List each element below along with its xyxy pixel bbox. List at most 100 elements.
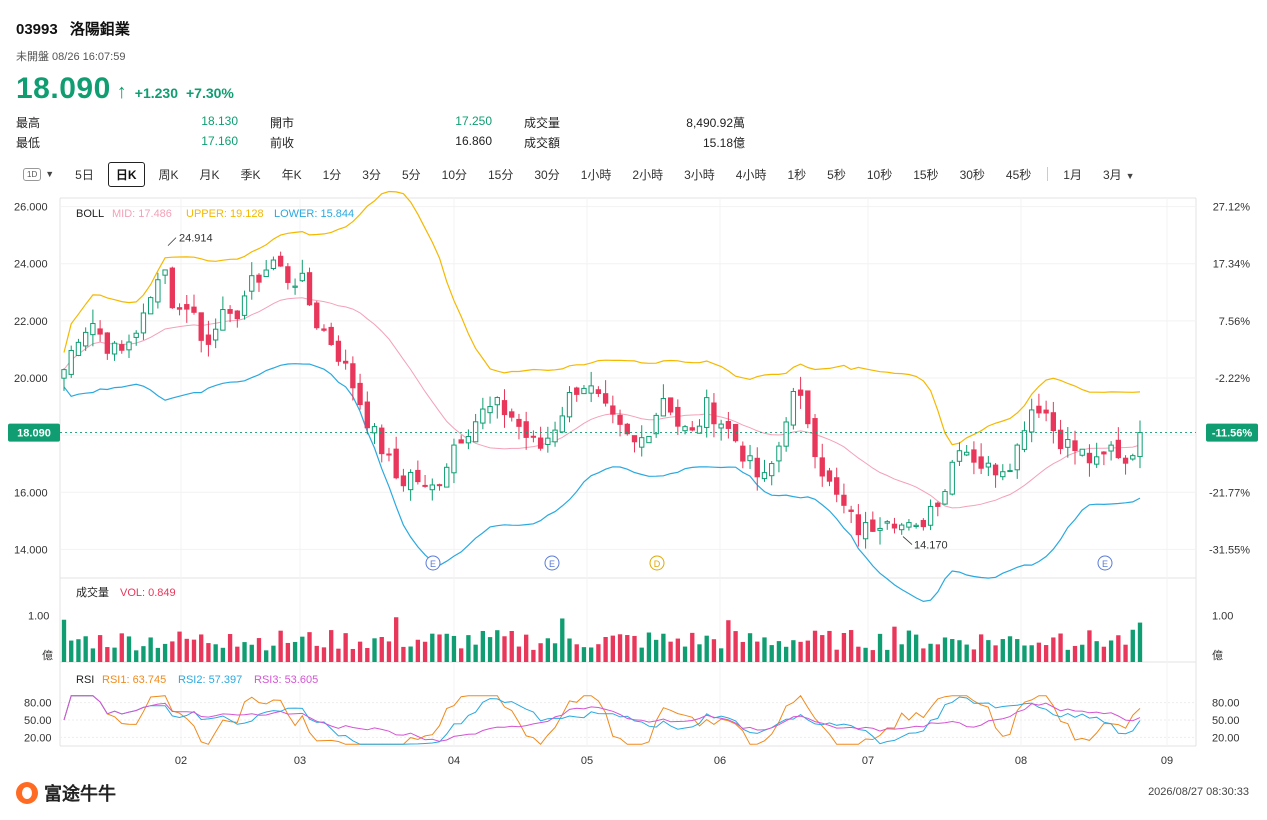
volume-bar <box>278 630 283 662</box>
candle <box>790 387 797 430</box>
candle-body <box>1086 452 1093 464</box>
tab-period-5[interactable]: 年K <box>281 167 302 182</box>
candle-body <box>826 470 833 482</box>
tab-period-0[interactable]: 5日 <box>75 167 94 182</box>
volume-bar <box>199 634 204 662</box>
volume-bar <box>249 644 254 662</box>
candle <box>176 303 183 316</box>
candle <box>494 396 500 419</box>
candle <box>1050 401 1057 444</box>
candle <box>169 266 175 309</box>
stat-prevclose-label: 前收 <box>270 136 295 150</box>
candle <box>675 399 681 435</box>
volume-bar <box>264 650 269 662</box>
candle <box>386 447 392 462</box>
candle-body <box>292 285 298 288</box>
tab-period-3[interactable]: 月K <box>199 167 220 182</box>
candle <box>314 300 320 330</box>
tab-period-16[interactable]: 1秒 <box>787 167 807 182</box>
volume-bar <box>574 644 579 662</box>
boll-lower-line <box>63 363 1141 603</box>
candle-body <box>119 344 125 351</box>
candle <box>1072 430 1078 465</box>
candle-body <box>191 306 197 313</box>
period-selector[interactable]: 1D ▼ <box>16 165 61 184</box>
candle <box>227 305 233 323</box>
tab-period-7[interactable]: 3分 <box>362 167 381 182</box>
candle-body <box>220 309 226 331</box>
candle-body <box>270 259 277 270</box>
tab-period-18[interactable]: 10秒 <box>866 167 893 182</box>
tab-period-13[interactable]: 2小時 <box>632 167 664 182</box>
tab-period-21[interactable]: 45秒 <box>1005 167 1032 182</box>
candle-body <box>588 385 594 394</box>
candle <box>379 424 385 463</box>
candle <box>646 435 652 444</box>
candle <box>1043 400 1049 422</box>
tab-range-1[interactable]: 3月 ▼ <box>1102 167 1135 182</box>
candle <box>249 262 255 300</box>
candle <box>1130 453 1136 461</box>
tab-period-8[interactable]: 5分 <box>401 167 421 182</box>
candle <box>104 332 110 360</box>
tab-period-1[interactable]: 日K <box>107 161 145 187</box>
tab-period-11[interactable]: 30分 <box>534 167 560 182</box>
candle <box>537 426 544 451</box>
candle-body <box>797 389 804 396</box>
volume-bar <box>314 645 319 662</box>
volume-bar <box>459 648 464 662</box>
candle-body <box>639 437 645 448</box>
candle-body <box>393 448 399 479</box>
stat-turnover-value: 15.18億 <box>702 136 745 150</box>
volume-bar <box>372 638 377 662</box>
stat-low-label: 最低 <box>16 136 41 150</box>
tab-period-4[interactable]: 季K <box>240 167 261 182</box>
x-tick-label: 09 <box>1161 755 1173 767</box>
candle <box>848 505 854 524</box>
volume-bar <box>451 635 457 662</box>
candle-body <box>111 342 118 355</box>
candle-body <box>689 427 695 431</box>
candle-body <box>920 520 927 528</box>
tab-range-0[interactable]: 1月 <box>1063 167 1082 182</box>
volume-bar <box>321 647 327 662</box>
timestamp: 2026/08/27 08:30:33 <box>1148 786 1249 798</box>
candle <box>559 406 565 434</box>
volume-bar <box>661 633 666 662</box>
candle <box>581 385 587 395</box>
current-pct-badge <box>1206 423 1258 442</box>
candle-body <box>740 445 746 462</box>
chevron-down-icon: ▼ <box>1125 170 1135 181</box>
volume-bar <box>141 646 146 662</box>
tab-period-2[interactable]: 周K <box>158 167 179 182</box>
volume-bar <box>646 632 652 662</box>
candle-body <box>61 369 67 379</box>
tab-period-15[interactable]: 4小時 <box>735 167 767 182</box>
rsi3-line <box>63 695 1141 742</box>
tab-period-12[interactable]: 1小時 <box>580 167 612 182</box>
volume-bar <box>921 648 926 662</box>
candle-body <box>891 523 898 529</box>
volume-bar <box>473 644 478 662</box>
candle <box>90 309 96 347</box>
tab-period-19[interactable]: 15秒 <box>913 167 939 182</box>
candle-body <box>537 437 544 449</box>
candle-body <box>1130 455 1136 460</box>
candle-body <box>306 272 313 306</box>
volume-bar <box>350 648 356 662</box>
volume-bar <box>148 637 153 662</box>
candle-body <box>992 464 999 476</box>
tab-period-17[interactable]: 5秒 <box>827 167 846 182</box>
candle-body <box>314 302 320 329</box>
candle <box>841 483 847 514</box>
tab-period-20[interactable]: 30秒 <box>959 167 985 182</box>
tab-period-14[interactable]: 3小時 <box>684 167 715 182</box>
tab-period-6[interactable]: 1分 <box>322 167 342 182</box>
volume-bar <box>812 630 818 662</box>
candle-body <box>617 414 623 425</box>
candle <box>776 441 782 473</box>
tab-period-9[interactable]: 10分 <box>441 167 467 182</box>
tab-period-10[interactable]: 15分 <box>488 167 514 182</box>
candle <box>964 444 970 457</box>
